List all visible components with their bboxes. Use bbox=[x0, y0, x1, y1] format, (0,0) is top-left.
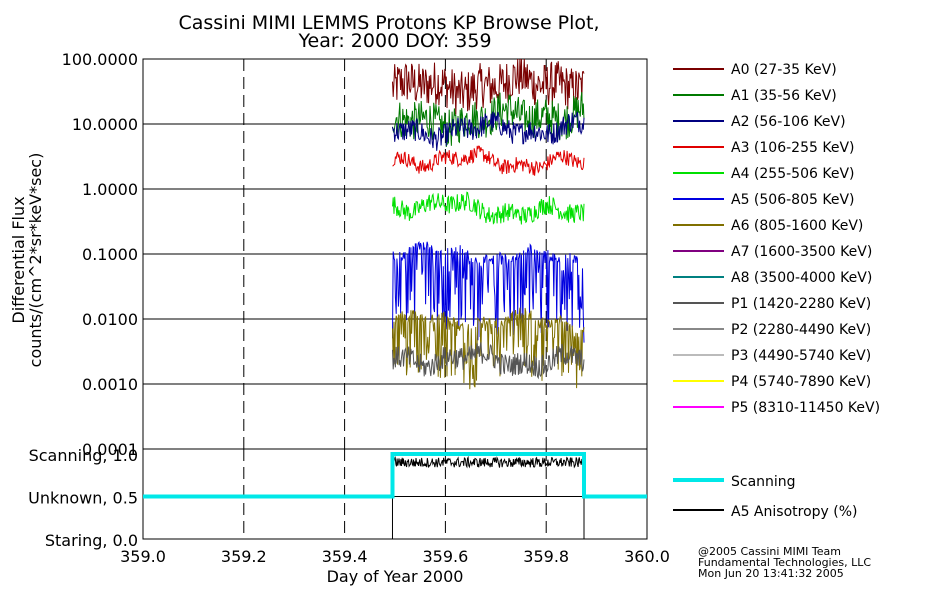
legend-label: A3 (106-255 KeV) bbox=[731, 140, 854, 156]
flux-panel-grid bbox=[142, 58, 648, 450]
legend-label: A1 (35-56 KeV) bbox=[731, 88, 837, 104]
legend-label-anisotropy: A5 Anisotropy (%) bbox=[731, 504, 858, 520]
y-tick-label: 10.0000 bbox=[72, 115, 138, 134]
y-tick-label: 100.0000 bbox=[62, 50, 138, 69]
anisotropy-line bbox=[393, 455, 583, 469]
x-tick-label: 359.6 bbox=[422, 547, 468, 566]
legend-label: A0 (27-35 KeV) bbox=[731, 62, 837, 78]
y-tick-label: 0.0010 bbox=[82, 375, 138, 394]
flux-series-group bbox=[392, 58, 585, 390]
legend-label: P4 (5740-7890 KeV) bbox=[731, 374, 871, 390]
x-tick-label: 359.8 bbox=[523, 547, 569, 566]
credit-line-3: Mon Jun 20 13:41:32 2005 bbox=[698, 567, 844, 580]
x-tick-label: 360.0 bbox=[624, 547, 670, 566]
legend-label: P1 (1420-2280 KeV) bbox=[731, 296, 871, 312]
mode-panel bbox=[142, 448, 648, 540]
mode-tick-label: Unknown, 0.5 bbox=[28, 489, 138, 508]
credit-line-2: Fundamental Technologies, LLC bbox=[698, 556, 871, 569]
series-line-a2 bbox=[392, 111, 585, 151]
y-axis-label-line2: counts/(cm^2*sr*keV*sec) bbox=[26, 153, 45, 368]
legend-label: A4 (255-506 KeV) bbox=[731, 166, 854, 182]
mode-tick-label: Staring, 0.0 bbox=[45, 531, 138, 550]
y-tick-label: 1.0000 bbox=[82, 180, 138, 199]
series-line-a3 bbox=[392, 145, 585, 176]
series-line-a5 bbox=[392, 241, 585, 343]
chart-title: Cassini MIMI LEMMS Protons KP Browse Plo… bbox=[178, 12, 599, 34]
credit-block: @2005 Cassini MIMI Team Fundamental Tech… bbox=[698, 545, 871, 580]
legend-label: A8 (3500-4000 KeV) bbox=[731, 270, 872, 286]
legend-label: P5 (8310-11450 KeV) bbox=[731, 400, 880, 416]
mode-tick-label: Scanning, 1.0 bbox=[29, 446, 138, 465]
series-line-a1 bbox=[392, 92, 585, 148]
scanning-line bbox=[143, 452, 647, 499]
x-tick-label: 359.0 bbox=[120, 547, 166, 566]
legend-label: P3 (4490-5740 KeV) bbox=[731, 348, 871, 364]
series-line-p1 bbox=[392, 342, 585, 380]
credit-line-1: @2005 Cassini MIMI Team bbox=[698, 545, 841, 558]
series-line-a6 bbox=[392, 307, 585, 390]
x-tick-label: 359.4 bbox=[322, 547, 368, 566]
legend-label: A5 (506-805 KeV) bbox=[731, 192, 854, 208]
y-tick-label: 0.0100 bbox=[82, 310, 138, 329]
x-axis-label: Day of Year 2000 bbox=[327, 567, 464, 586]
axis-ticks: 100.0000 10.0000 1.0000 0.1000 0.0100 0.0010 0… bbox=[28, 50, 670, 566]
mode-panel-frame bbox=[142, 448, 648, 540]
legend-label: A6 (805-1600 KeV) bbox=[731, 218, 863, 234]
y-axis-label-line1: Differential Flux bbox=[9, 196, 28, 323]
y-tick-label: 0.0001 bbox=[82, 440, 138, 459]
legend-label-scanning: Scanning bbox=[731, 474, 796, 490]
series-line-a4 bbox=[392, 191, 585, 225]
legend: A0 (27-35 KeV) A1 (35-56 KeV) A2 (56-106 K… bbox=[673, 62, 880, 520]
y-tick-label: 0.1000 bbox=[82, 245, 138, 264]
y-axis-label: Differential Flux counts/(cm^2*sr*keV*se… bbox=[9, 153, 45, 368]
x-tick-label: 359.2 bbox=[221, 547, 267, 566]
chart-subtitle: Year: 2000 DOY: 359 bbox=[297, 30, 491, 52]
legend-label: A2 (56-106 KeV) bbox=[731, 114, 846, 130]
legend-label: P2 (2280-4490 KeV) bbox=[731, 322, 871, 338]
series-line-a0 bbox=[392, 58, 585, 115]
legend-label: A7 (1600-3500 KeV) bbox=[731, 244, 872, 260]
